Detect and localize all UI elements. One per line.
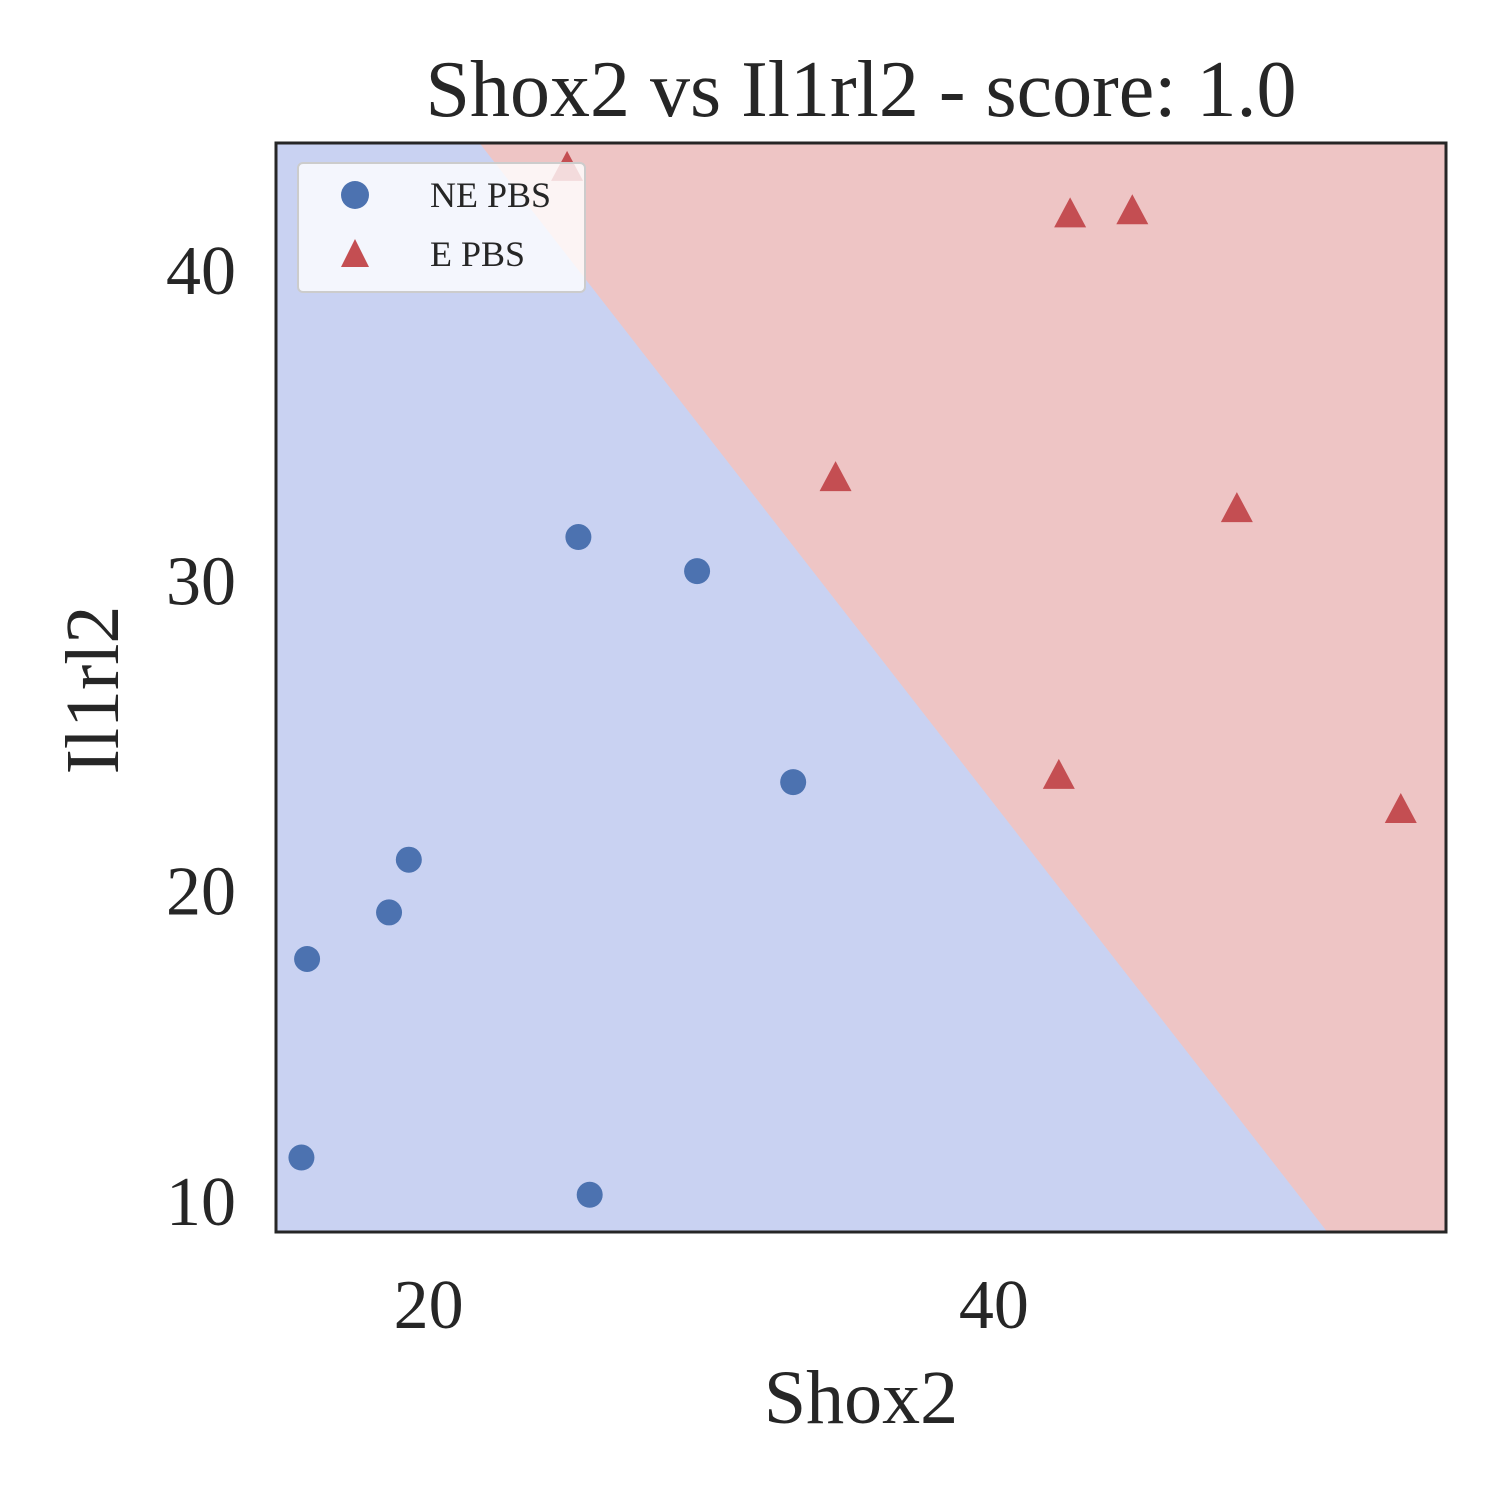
point-e-pbs-5 [1042,758,1075,789]
point-ne-pbs-2 [780,769,807,796]
point-ne-pbs-1 [684,558,711,585]
legend: NE PBS E PBS [297,162,586,293]
legend-marker-e-pbs [341,239,369,267]
point-ne-pbs-5 [294,945,321,972]
point-ne-pbs-7 [576,1181,603,1208]
decision-regions [276,143,1446,1232]
y-axis-label: Il1rl2 [51,606,135,775]
legend-marker-ne-pbs [341,181,369,209]
point-e-pbs-1 [1054,197,1087,228]
y-tick-label-40: 40 [166,233,236,310]
data-points [288,150,1417,1208]
y-tick-labels: 10 20 30 40 [166,233,236,1241]
point-e-pbs-2 [1116,194,1149,225]
point-ne-pbs-4 [376,899,403,926]
legend-label-ne-pbs: NE PBS [430,175,551,215]
point-ne-pbs-3 [395,846,422,873]
point-e-pbs-6 [1384,793,1417,824]
legend-label-e-pbs: E PBS [430,234,525,274]
x-tick-label-40: 40 [959,1267,1029,1344]
plot-frame [274,141,1448,1234]
x-tick-labels: 20 40 [394,1267,1029,1344]
point-ne-pbs-6 [288,1144,315,1171]
x-tick-label-20: 20 [394,1267,464,1344]
point-e-pbs-4 [1220,492,1253,523]
y-tick-label-20: 20 [166,854,236,931]
legend-box [297,162,586,293]
point-ne-pbs-0 [565,524,592,551]
e-pbs-region [479,143,1446,1232]
y-tick-label-30: 30 [166,543,236,620]
chart-title: Shox2 vs Il1rl2 - score: 1.0 [425,46,1296,134]
point-e-pbs-3 [819,461,852,492]
x-axis-label: Shox2 [764,1356,958,1440]
y-tick-label-10: 10 [166,1164,236,1241]
